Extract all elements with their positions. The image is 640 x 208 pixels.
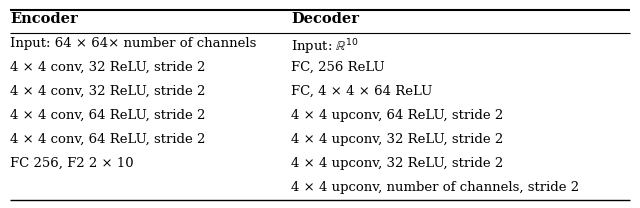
Text: 4 × 4 upconv, 64 ReLU, stride 2: 4 × 4 upconv, 64 ReLU, stride 2: [291, 109, 504, 122]
Text: Input: 64 × 64× number of channels: Input: 64 × 64× number of channels: [10, 37, 257, 50]
Text: FC 256, F2 2 × 10: FC 256, F2 2 × 10: [10, 157, 134, 170]
Text: 4 × 4 conv, 32 ReLU, stride 2: 4 × 4 conv, 32 ReLU, stride 2: [10, 61, 205, 74]
Text: 4 × 4 conv, 32 ReLU, stride 2: 4 × 4 conv, 32 ReLU, stride 2: [10, 85, 205, 98]
Text: Encoder: Encoder: [10, 12, 77, 26]
Text: FC, 256 ReLU: FC, 256 ReLU: [291, 61, 385, 74]
Text: 4 × 4 upconv, number of channels, stride 2: 4 × 4 upconv, number of channels, stride…: [291, 181, 579, 194]
Text: 4 × 4 conv, 64 ReLU, stride 2: 4 × 4 conv, 64 ReLU, stride 2: [10, 133, 205, 146]
Text: 4 × 4 upconv, 32 ReLU, stride 2: 4 × 4 upconv, 32 ReLU, stride 2: [291, 157, 504, 170]
Text: Input: $\mathbb{R}^{10}$: Input: $\mathbb{R}^{10}$: [291, 37, 359, 57]
Text: 4 × 4 conv, 64 ReLU, stride 2: 4 × 4 conv, 64 ReLU, stride 2: [10, 109, 205, 122]
Text: FC, 4 × 4 × 64 ReLU: FC, 4 × 4 × 64 ReLU: [291, 85, 433, 98]
Text: 4 × 4 upconv, 32 ReLU, stride 2: 4 × 4 upconv, 32 ReLU, stride 2: [291, 133, 504, 146]
Text: Decoder: Decoder: [291, 12, 359, 26]
